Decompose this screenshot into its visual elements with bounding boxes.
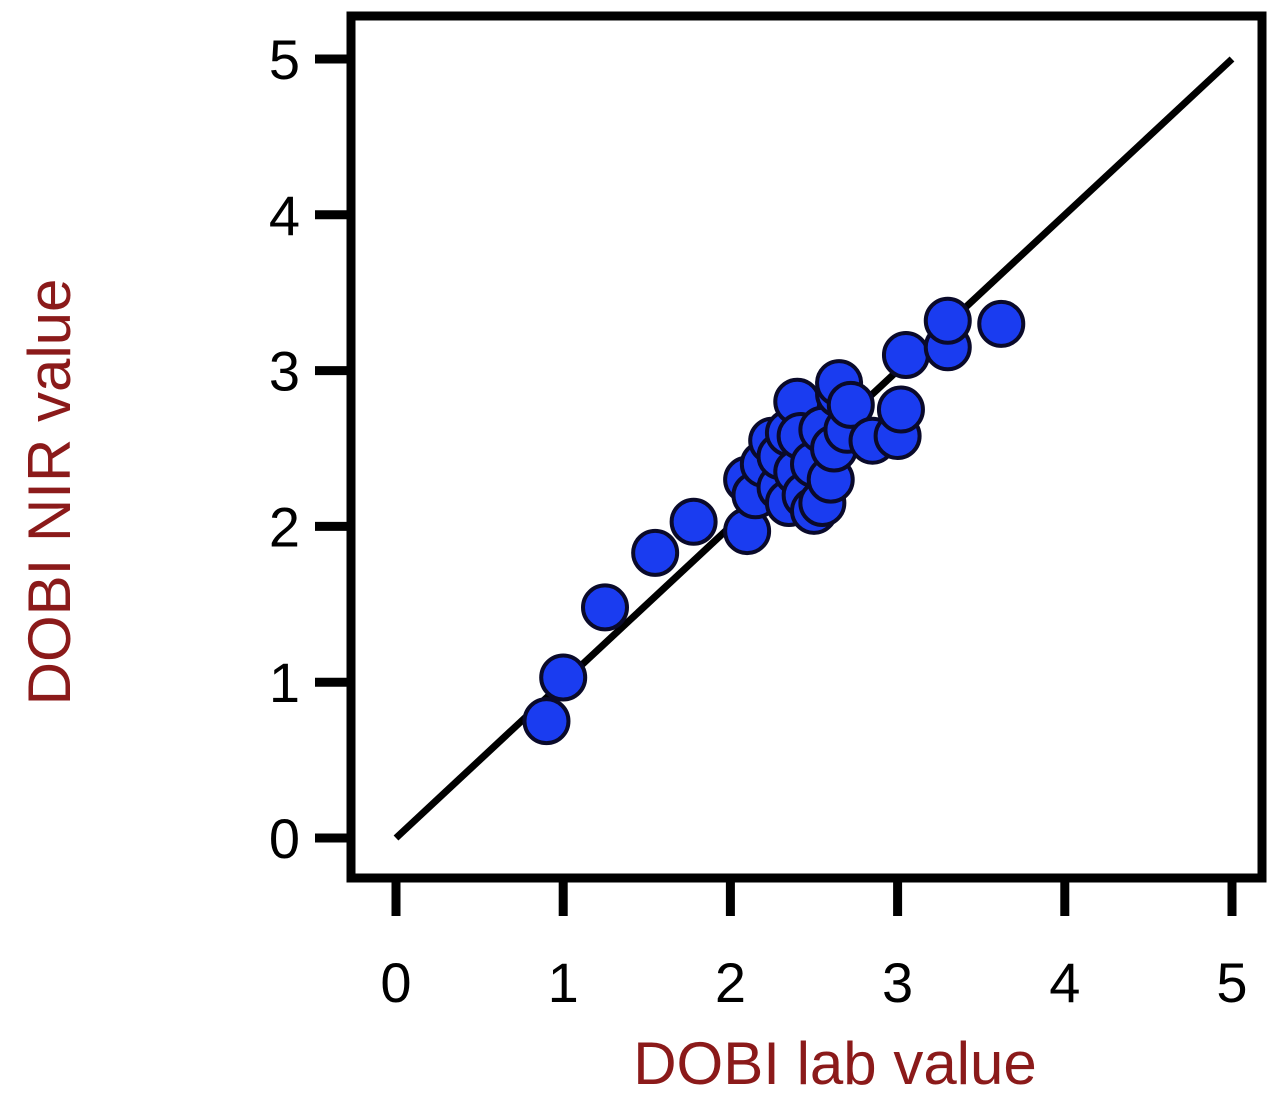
y-tick-label: 4 [269,184,300,247]
x-axis-label: DOBI lab value [633,1030,1037,1093]
x-tick-label: 2 [715,951,746,1014]
data-point [923,296,972,345]
x-tick-label: 0 [380,951,411,1014]
y-tick-label: 3 [269,340,300,403]
data-point [539,653,588,702]
data-point [522,697,571,746]
y-tick-label: 5 [269,28,300,91]
y-axis: 0 1 2 3 4 5 [269,28,351,870]
data-point [581,583,629,632]
x-tick-label: 4 [1049,951,1080,1014]
data-point [669,497,718,546]
x-tick-label: 3 [882,951,913,1014]
x-tick-label: 1 [548,951,579,1014]
y-tick-label: 1 [269,651,300,714]
data-point [876,385,925,434]
data-point [881,331,930,380]
data-points [522,296,1026,746]
data-point [631,528,680,577]
x-tick-label: 5 [1216,951,1247,1014]
x-axis: 0 1 2 3 4 5 [380,878,1248,1014]
y-tick-label: 2 [269,495,300,558]
plot-frame [346,11,1267,883]
y-tick-label: 0 [269,807,300,870]
data-point [977,299,1026,348]
y-axis-label: DOBI NIR value [16,279,83,706]
data-point [826,380,875,429]
